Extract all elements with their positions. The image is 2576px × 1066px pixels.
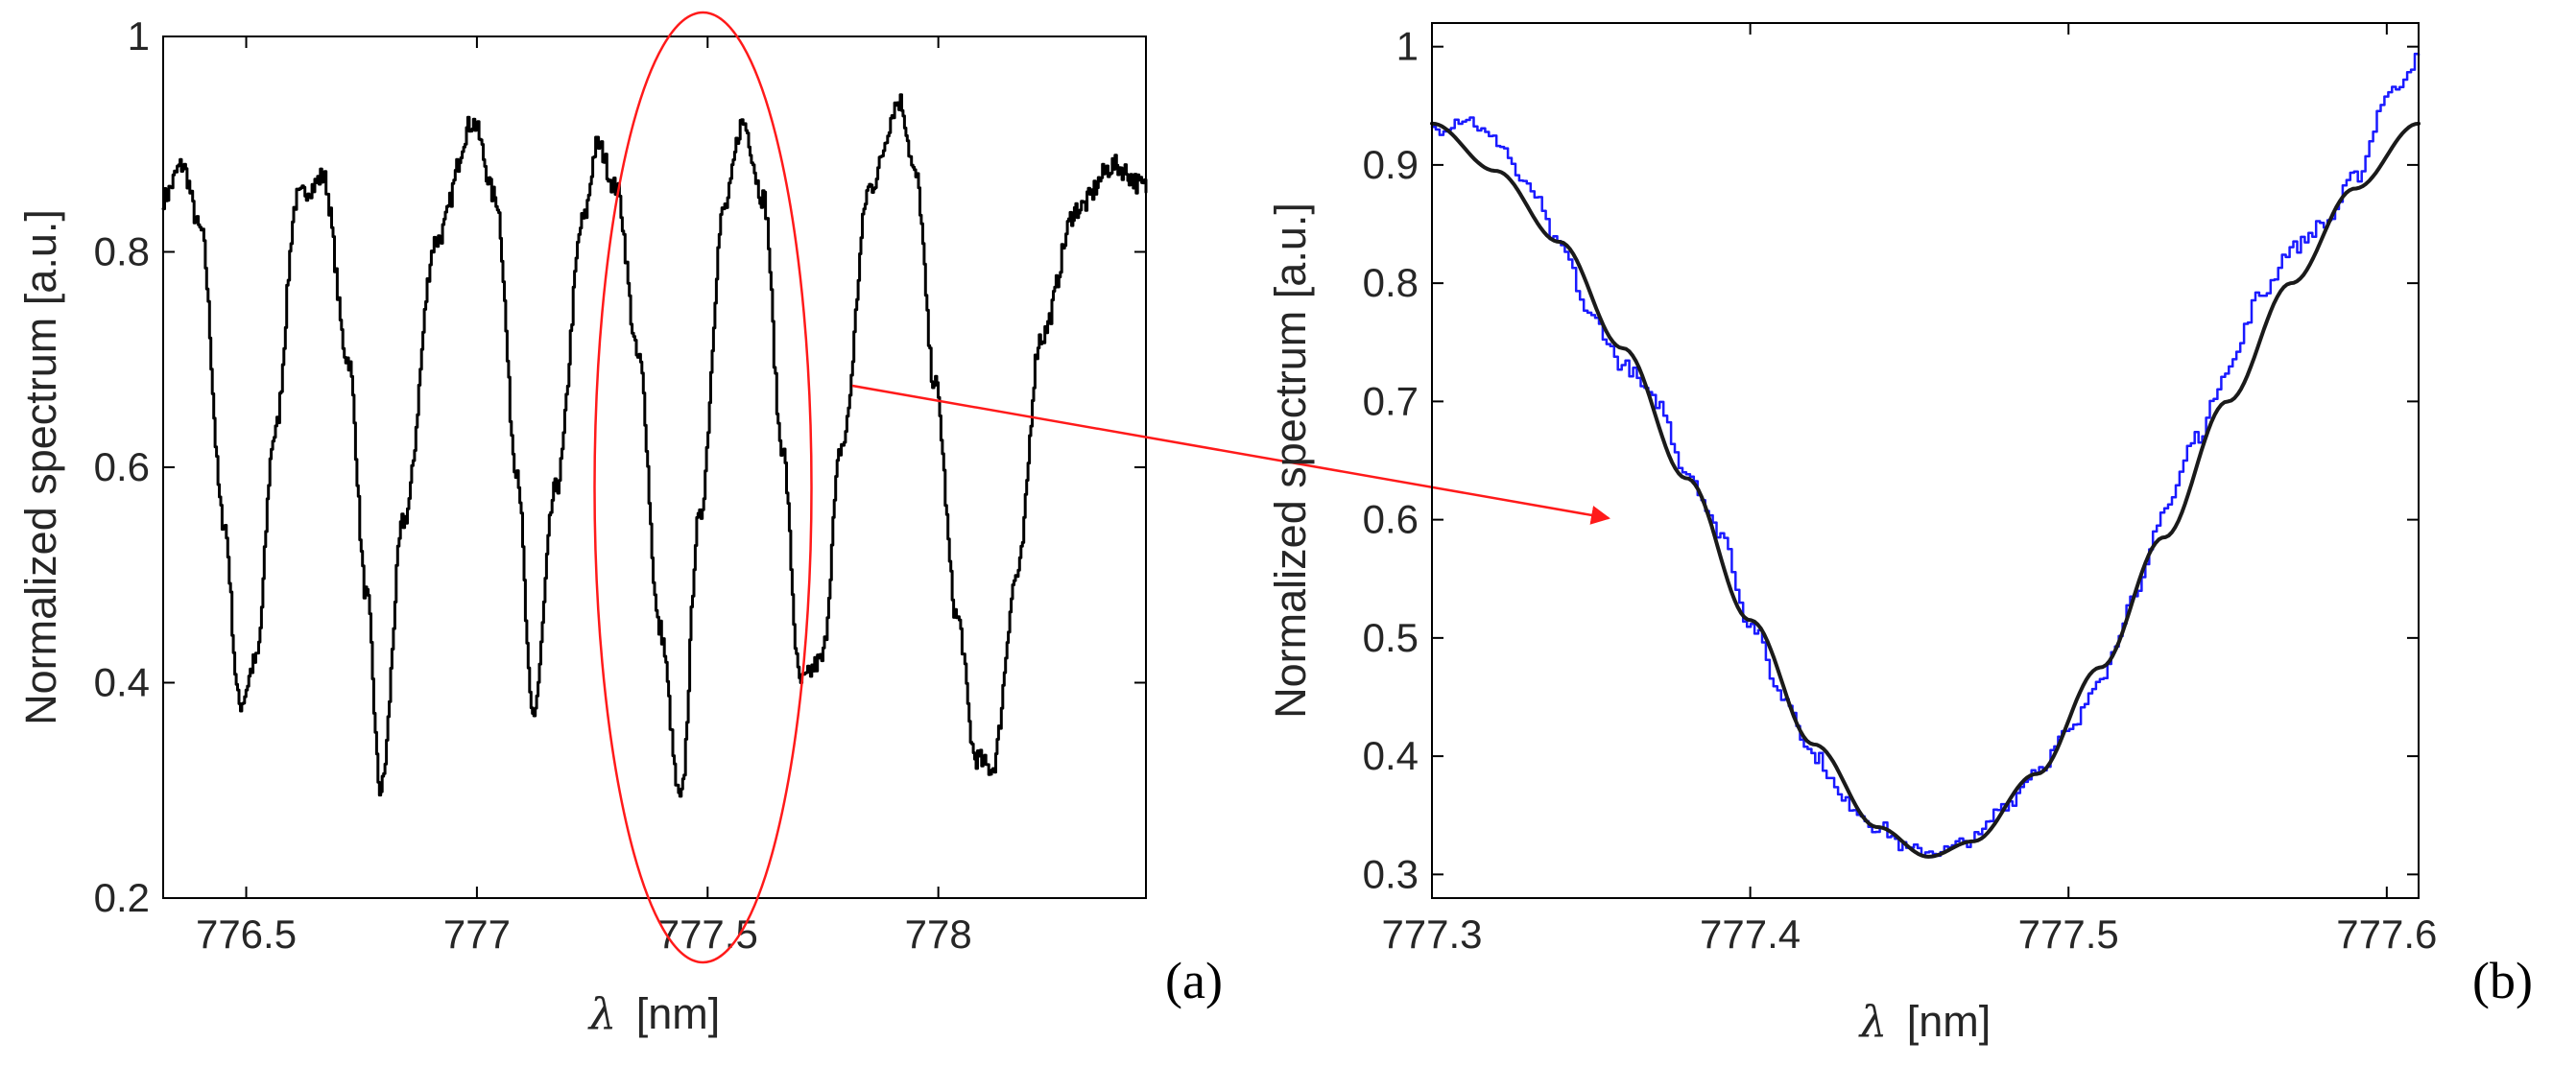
- panel-b-ytick-label: 1: [1396, 24, 1419, 69]
- panel-a-grid-ticks: 776.5 777 777.5 778 0.2 0.4 0.6 0.8 1: [94, 13, 1146, 957]
- panel-b-fit-line: [1430, 121, 2421, 859]
- panel-b-ylabel: Normalized spectrum [a.u.]: [1266, 202, 1315, 719]
- panel-a-measured-line: [161, 93, 1148, 798]
- panel-b-ytick-label: 0.7: [1363, 378, 1419, 423]
- panel-b-ytick-label: 0.5: [1363, 615, 1419, 660]
- panel-b-xtick-label: 777.5: [2018, 912, 2119, 957]
- panel-a-ytick-label: 1: [128, 13, 150, 59]
- panel-a-label: (a): [1165, 952, 1223, 1009]
- panel-a-xtick-label: 776.5: [196, 912, 297, 957]
- panel-a-axes-frame: [162, 36, 1147, 899]
- panel-b-xlabel: λ [nm]: [1858, 996, 1992, 1047]
- panel-b-fit-series: [1430, 121, 2421, 859]
- panel-b-ytick-label: 0.3: [1363, 851, 1419, 896]
- panel-b-xlabel-symbol: λ: [1858, 996, 1888, 1047]
- panel-a-xtick-label: 777: [443, 912, 511, 957]
- panel-b-label: (b): [2472, 952, 2533, 1009]
- panel-b-axes-frame: [1431, 22, 2420, 899]
- panel-b-xlabel-unit: [nm]: [1907, 997, 1992, 1046]
- panel-b-measured-line: [1430, 52, 2421, 858]
- panel-a-xlabel-symbol: λ: [587, 988, 617, 1039]
- panel-a-ytick-label: 0.2: [94, 875, 150, 920]
- panel-b-measured-series: [1430, 52, 2421, 858]
- panel-a-xtick-label: 777.5: [657, 912, 758, 957]
- panel-b-chart: 777.3 777.4 777.5 777.6 0.3 0.4 0.5 0.6 0.7 0.8 0.…: [1266, 22, 2533, 1047]
- panel-a-measured-series: [161, 93, 1148, 798]
- panel-a-highlight-ellipse: [593, 11, 813, 964]
- zoom-arrow: [851, 384, 1610, 525]
- panel-b-ytick-label: 0.9: [1363, 142, 1419, 187]
- panel-a-xtick-label: 778: [905, 912, 972, 957]
- panel-b-ytick-label: 0.6: [1363, 497, 1419, 542]
- panel-b-xtick-label: 777.6: [2336, 912, 2437, 957]
- panel-b-grid-ticks: 777.3 777.4 777.5 777.6 0.3 0.4 0.5 0.6 0.7 0.8 0.…: [1363, 23, 2437, 957]
- panel-a-chart: 776.5 777 777.5 778 0.2 0.4 0.6 0.8 1 Normalized…: [16, 11, 1223, 1039]
- panel-b-xtick-label: 777.4: [1700, 912, 1801, 957]
- panel-b-ytick-label: 0.4: [1363, 733, 1419, 778]
- panel-b-xtick-label: 777.3: [1381, 912, 1482, 957]
- panel-b-ytick-label: 0.8: [1363, 260, 1419, 305]
- panel-a-xlabel-unit: [nm]: [636, 989, 721, 1038]
- panel-a-ytick-label: 0.8: [94, 229, 150, 274]
- panel-a-ytick-label: 0.6: [94, 444, 150, 489]
- panel-a-ytick-label: 0.4: [94, 660, 150, 705]
- panel-a-xlabel: λ [nm]: [587, 988, 721, 1039]
- panel-a-ylabel: Normalized spectrum [a.u.]: [16, 209, 65, 725]
